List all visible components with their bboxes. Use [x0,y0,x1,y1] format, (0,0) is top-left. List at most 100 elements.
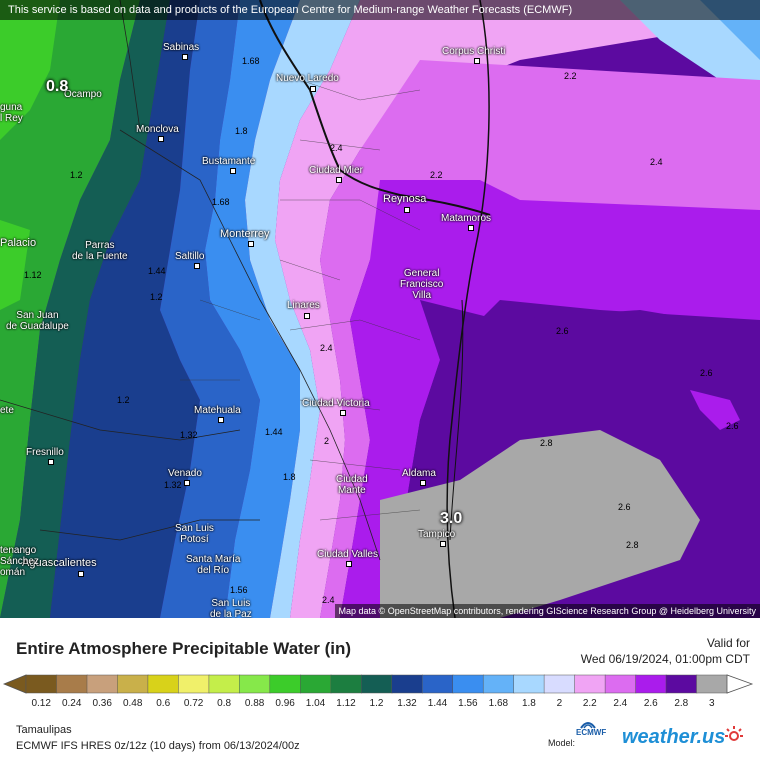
scale-tick-label: 2.2 [582,698,597,709]
scale-cell [421,674,454,694]
scale-tick-label: 0.24 [61,698,82,709]
city-marker [346,561,352,567]
city-marker [336,177,342,183]
city-marker [78,571,84,577]
scale-cell [574,674,606,694]
city-label: Matamoros [441,213,492,224]
contour-label: 1.44 [265,427,283,437]
city-marker [248,241,254,247]
city-marker [182,54,188,60]
scale-tick-label: 2.4 [613,698,628,709]
city-label: Parras de la Fuente [72,240,128,262]
contour-label: 1.32 [164,480,182,490]
contour-label: 1.2 [150,292,163,302]
contour-label: 2.6 [556,326,569,336]
city-marker [474,58,480,64]
city-label: Sabinas [163,42,200,53]
weather-map[interactable] [0,0,760,618]
scale-cell [239,674,271,694]
city-label: San Luis de la Paz [210,598,252,620]
city-label: Reynosa [383,193,427,205]
scale-cell [56,674,88,694]
contour-label: 1.8 [235,126,248,136]
scale-cell [147,674,180,694]
brand-logo[interactable]: weather.us [622,726,726,748]
scale-cell [391,674,423,694]
city-label: Santa María del Río [186,554,241,576]
city-label: ete [0,405,14,416]
scale-arrow-left [2,674,27,694]
city-label: General Francisco Villa [400,268,444,301]
scale-cell [696,674,728,694]
city-label: Monclova [136,124,179,135]
contour-label: 1.2 [117,395,130,405]
scale-cell [330,674,363,694]
contour-label-max: 0.8 [46,78,69,95]
scale-tick-label: 1.56 [458,698,478,709]
city-label: Matehuala [194,405,241,416]
scale-cell [25,674,58,694]
contour-label: 1.44 [148,266,166,276]
city-label: Ciudad Victoria [302,398,370,409]
contour-label: 2.6 [700,368,713,378]
contour-label: 2.4 [322,595,335,605]
scale-tick-label: 0.72 [183,698,204,709]
contour-label: 1.12 [24,270,42,280]
city-marker [230,168,236,174]
region-name: Tamaulipas [16,724,72,736]
ecmwf-logo-icon [580,722,596,729]
scale-cell [604,674,637,694]
precipitable-water-field [0,0,760,618]
city-marker [340,410,346,416]
scale-tick-label: 0.36 [92,698,112,709]
city-label: Ciudad Mante [336,474,368,496]
scale-cell [361,674,393,694]
city-label: Ocampo [64,89,102,100]
contour-label: 1.68 [242,56,260,66]
contour-label: 2.8 [626,540,639,550]
contour-label: 1.32 [180,430,198,440]
city-label: San Juan de Guadalupe [6,310,69,332]
scale-tick-label: 2.6 [643,698,658,709]
scale-cell [300,674,332,694]
contour-label: 1.56 [230,585,248,595]
contour-label-max: 3.0 [440,510,463,527]
scale-cell [665,674,698,694]
city-marker [158,136,164,142]
city-label: Ciudad Valles [317,549,378,560]
city-marker [304,313,310,319]
contour-label: 1.68 [212,197,230,207]
city-label: tenango Sánchez omán [0,545,39,578]
page-title: Entire Atmosphere Precipitable Water (in… [16,639,352,658]
city-marker [440,541,446,547]
model-run-info: ECMWF IFS HRES 0z/12z (10 days) from 06/… [16,740,300,752]
sun-icon [725,726,743,741]
city-label: Tampico [418,529,456,540]
city-marker [184,480,190,486]
map-attribution: Map data © OpenStreetMap contributors, r… [334,604,760,618]
scale-tick-label: 1.8 [521,698,536,709]
city-marker [310,86,316,92]
scale-cell [482,674,515,694]
scale-tick-label: 0.96 [275,698,295,709]
scale-cell [635,674,667,694]
contour-label: 2.2 [564,71,577,81]
scale-cell [86,674,119,694]
contour-label: 2.8 [540,438,553,448]
city-marker [420,480,426,486]
contour-label: 2 [324,436,330,446]
ecmwf-data-notice: This service is based on data and produc… [0,0,760,20]
valid-label: Valid for [706,636,750,650]
contour-label: 2.4 [330,143,343,153]
city-label: San Luis Potosí [175,523,214,545]
city-marker [404,207,410,213]
contour-label: 2.2 [430,170,443,180]
ecmwf-logo-text: ECMWF [576,728,607,737]
city-label: Aldama [402,468,436,479]
city-marker [218,417,224,423]
contour-label: 2.4 [650,157,663,167]
scale-arrow-right [726,674,754,694]
valid-time: Wed 06/19/2024, 01:00pm CDT [580,652,750,666]
contour-label: 2.6 [618,502,631,512]
city-marker [194,263,200,269]
